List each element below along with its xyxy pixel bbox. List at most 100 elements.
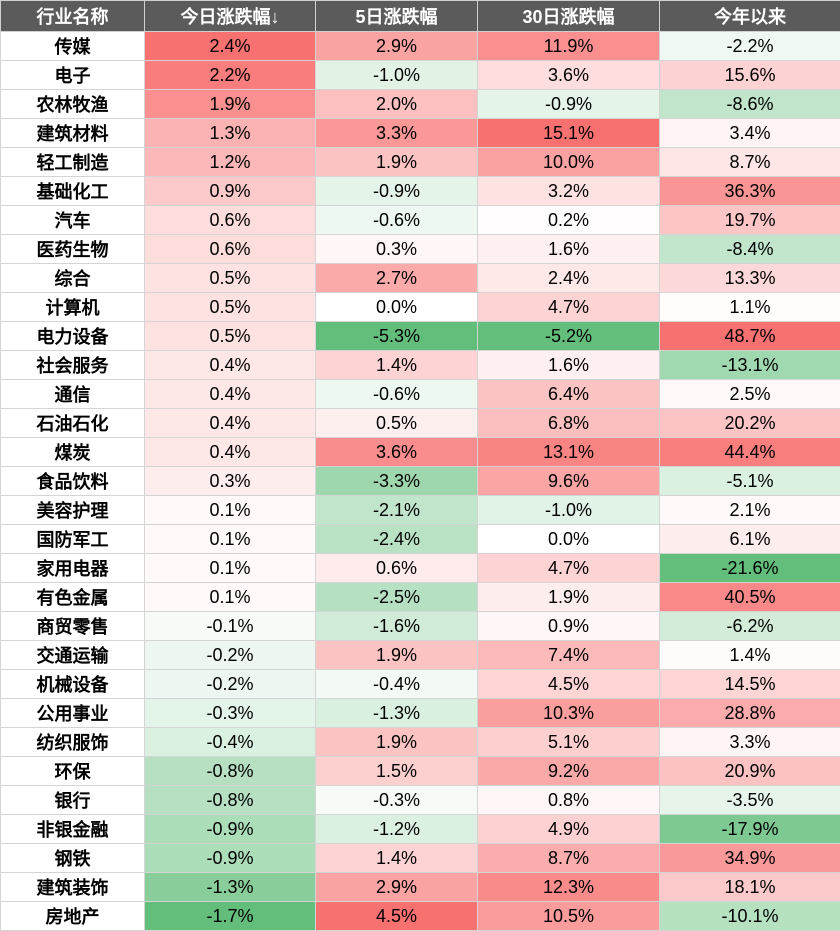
industry-name-cell: 房地产 <box>1 902 145 931</box>
thirty-day-change-cell: 12.3% <box>478 873 660 902</box>
five-day-change-cell: 1.4% <box>316 844 478 873</box>
ytd-change-cell: 20.9% <box>660 757 840 786</box>
thirty-day-change-cell: 3.2% <box>478 177 660 206</box>
five-day-change-cell: -0.6% <box>316 380 478 409</box>
ytd-change-cell: 19.7% <box>660 206 840 235</box>
table-row[interactable]: 非银金融-0.9%-1.2%4.9%-17.9% <box>1 815 840 844</box>
thirty-day-change-cell: 13.1% <box>478 438 660 467</box>
header-5day-change[interactable]: 5日涨跌幅 <box>316 1 478 32</box>
table-row[interactable]: 环保-0.8%1.5%9.2%20.9% <box>1 757 840 786</box>
ytd-change-cell: -8.4% <box>660 235 840 264</box>
industry-name-cell: 电力设备 <box>1 322 145 351</box>
table-row[interactable]: 交通运输-0.2%1.9%7.4%1.4% <box>1 641 840 670</box>
five-day-change-cell: 2.9% <box>316 32 478 61</box>
ytd-change-cell: -8.6% <box>660 90 840 119</box>
industry-name-cell: 环保 <box>1 757 145 786</box>
five-day-change-cell: -1.2% <box>316 815 478 844</box>
five-day-change-cell: 0.5% <box>316 409 478 438</box>
industry-name-cell: 煤炭 <box>1 438 145 467</box>
today-change-cell: -0.9% <box>145 815 316 844</box>
today-change-cell: 1.3% <box>145 119 316 148</box>
industry-name-cell: 建筑装饰 <box>1 873 145 902</box>
industry-name-cell: 银行 <box>1 786 145 815</box>
table-row[interactable]: 建筑装饰-1.3%2.9%12.3%18.1% <box>1 873 840 902</box>
ytd-change-cell: -17.9% <box>660 815 840 844</box>
ytd-change-cell: 2.1% <box>660 496 840 525</box>
ytd-change-cell: 3.4% <box>660 119 840 148</box>
industry-name-cell: 社会服务 <box>1 351 145 380</box>
ytd-change-cell: 34.9% <box>660 844 840 873</box>
table-row[interactable]: 钢铁-0.9%1.4%8.7%34.9% <box>1 844 840 873</box>
ytd-change-cell: -10.1% <box>660 902 840 931</box>
table-row[interactable]: 银行-0.8%-0.3%0.8%-3.5% <box>1 786 840 815</box>
five-day-change-cell: -0.9% <box>316 177 478 206</box>
five-day-change-cell: -0.3% <box>316 786 478 815</box>
thirty-day-change-cell: 10.3% <box>478 699 660 728</box>
industry-name-cell: 通信 <box>1 380 145 409</box>
thirty-day-change-cell: 9.2% <box>478 757 660 786</box>
industry-name-cell: 电子 <box>1 61 145 90</box>
thirty-day-change-cell: 4.7% <box>478 293 660 322</box>
today-change-cell: 0.5% <box>145 264 316 293</box>
ytd-change-cell: 28.8% <box>660 699 840 728</box>
industry-name-cell: 非银金融 <box>1 815 145 844</box>
thirty-day-change-cell: -0.9% <box>478 90 660 119</box>
header-ytd-change[interactable]: 今年以来 <box>660 1 840 32</box>
table-row[interactable]: 房地产-1.7%4.5%10.5%-10.1% <box>1 902 840 931</box>
table-row[interactable]: 机械设备-0.2%-0.4%4.5%14.5% <box>1 670 840 699</box>
today-change-cell: 0.9% <box>145 177 316 206</box>
header-30day-change[interactable]: 30日涨跌幅 <box>478 1 660 32</box>
ytd-change-cell: -13.1% <box>660 351 840 380</box>
ytd-change-cell: 1.4% <box>660 641 840 670</box>
today-change-cell: 0.3% <box>145 467 316 496</box>
five-day-change-cell: 1.9% <box>316 641 478 670</box>
industry-name-cell: 有色金属 <box>1 583 145 612</box>
table-row[interactable]: 纺织服饰-0.4%1.9%5.1%3.3% <box>1 728 840 757</box>
industry-name-cell: 公用事业 <box>1 699 145 728</box>
thirty-day-change-cell: 15.1% <box>478 119 660 148</box>
thirty-day-change-cell: 4.5% <box>478 670 660 699</box>
five-day-change-cell: -0.4% <box>316 670 478 699</box>
five-day-change-cell: 1.4% <box>316 351 478 380</box>
industry-name-cell: 美容护理 <box>1 496 145 525</box>
five-day-change-cell: -3.3% <box>316 467 478 496</box>
header-industry-name[interactable]: 行业名称 <box>1 1 145 32</box>
thirty-day-change-cell: 8.7% <box>478 844 660 873</box>
table-row[interactable]: 公用事业-0.3%-1.3%10.3%28.8% <box>1 699 840 728</box>
table-row[interactable]: 商贸零售-0.1%-1.6%0.9%-6.2% <box>1 612 840 641</box>
thirty-day-change-cell: 4.7% <box>478 554 660 583</box>
five-day-change-cell: 3.6% <box>316 438 478 467</box>
thirty-day-change-cell: 6.4% <box>478 380 660 409</box>
thirty-day-change-cell: 4.9% <box>478 815 660 844</box>
today-change-cell: -0.1% <box>145 612 316 641</box>
today-change-cell: -1.3% <box>145 873 316 902</box>
today-change-cell: 0.4% <box>145 380 316 409</box>
industry-name-cell: 交通运输 <box>1 641 145 670</box>
industry-name-cell: 医药生物 <box>1 235 145 264</box>
thirty-day-change-cell: -1.0% <box>478 496 660 525</box>
ytd-change-cell: 1.1% <box>660 293 840 322</box>
today-change-cell: -0.8% <box>145 757 316 786</box>
header-today-change[interactable]: 今日涨跌幅↓ <box>145 1 316 32</box>
